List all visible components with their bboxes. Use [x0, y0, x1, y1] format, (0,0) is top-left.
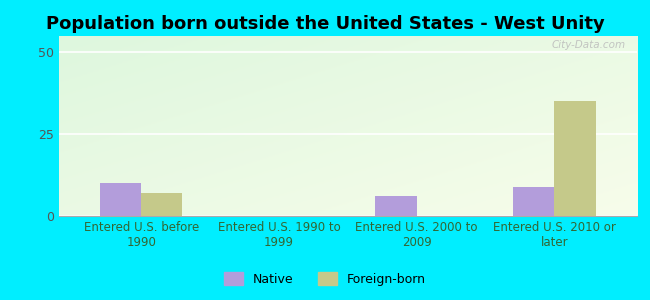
Bar [100, 183, 141, 216]
Bar [375, 196, 417, 216]
Bar [513, 187, 554, 216]
Text: Population born outside the United States - West Unity: Population born outside the United State… [46, 15, 605, 33]
Legend: Native, Foreign-born: Native, Foreign-born [219, 267, 431, 291]
Bar [554, 101, 595, 216]
Text: City-Data.com: City-Data.com [551, 40, 625, 50]
Bar [141, 193, 183, 216]
